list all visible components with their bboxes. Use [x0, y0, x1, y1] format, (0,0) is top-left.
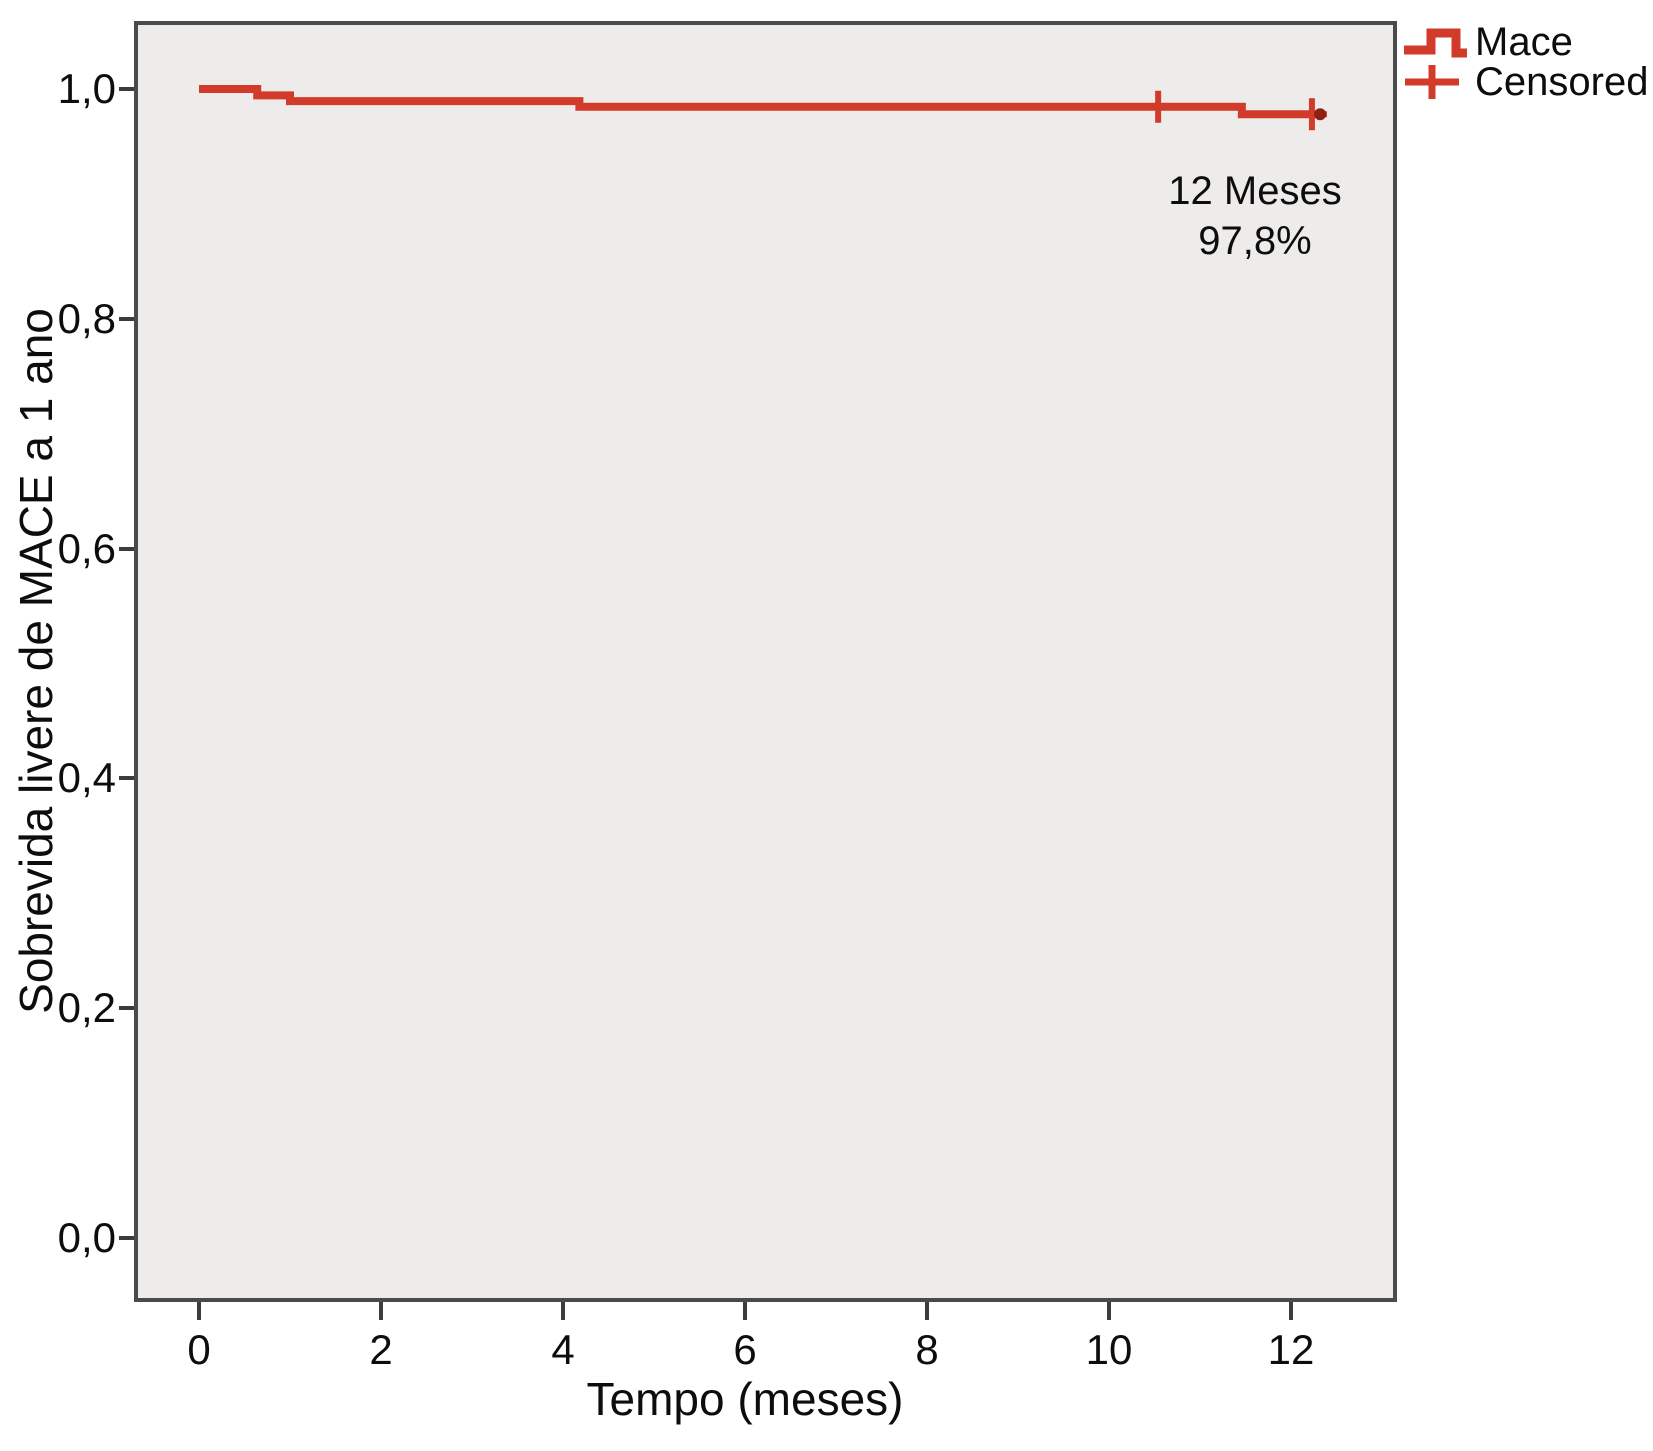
y-tick-label: 0,8 [57, 294, 116, 342]
y-axis-tick [119, 776, 134, 781]
y-axis-tick [119, 546, 134, 551]
annotation-line-2: 97,8% [1198, 219, 1312, 263]
y-tick-label: 1,0 [57, 65, 116, 112]
legend: Mace Censored [1401, 19, 1649, 104]
x-tick-label: 8 [915, 1326, 939, 1373]
y-axis-title: Sobrevida livere de MACE a 1 ano [10, 308, 62, 1014]
legend-label-mace: Mace [1475, 19, 1573, 64]
x-tick-label: 10 [1085, 1326, 1133, 1373]
y-tick-label: 0,0 [57, 1214, 116, 1261]
x-tick-label: 6 [733, 1326, 757, 1373]
y-axis-tick [119, 316, 134, 321]
x-tick-label: 0 [187, 1326, 211, 1373]
x-tick-label: 2 [369, 1326, 393, 1373]
x-axis-tick [1289, 1302, 1293, 1320]
plus-icon [1405, 65, 1459, 99]
x-axis-tick [1107, 1302, 1111, 1320]
x-tick-label: 12 [1267, 1326, 1315, 1373]
x-axis-tick [197, 1302, 201, 1320]
x-axis-tick [561, 1302, 565, 1320]
y-axis-tick [119, 1236, 134, 1240]
plot-area [134, 21, 1397, 1302]
x-axis-tick [743, 1302, 747, 1320]
y-axis-tick [119, 1006, 134, 1011]
annotation-line-1: 12 Meses [1168, 169, 1342, 213]
x-tick-label: 4 [551, 1326, 575, 1373]
y-axis-tick [119, 87, 134, 91]
y-tick-label: 0,4 [57, 754, 116, 802]
annotation-12-months: 12 Meses 97,8% [1100, 166, 1410, 266]
legend-label-censored: Censored [1475, 59, 1649, 104]
y-tick-label: 0,6 [57, 524, 116, 572]
step-line-icon [1404, 28, 1467, 58]
x-axis-tick [379, 1302, 383, 1320]
y-tick-label: 0,2 [57, 984, 116, 1032]
legend-item-mace: Mace [1401, 19, 1648, 64]
legend-item-censored: Censored [1401, 59, 1649, 104]
x-axis-title: Tempo (meses) [586, 1373, 904, 1425]
x-axis-tick [925, 1302, 929, 1320]
